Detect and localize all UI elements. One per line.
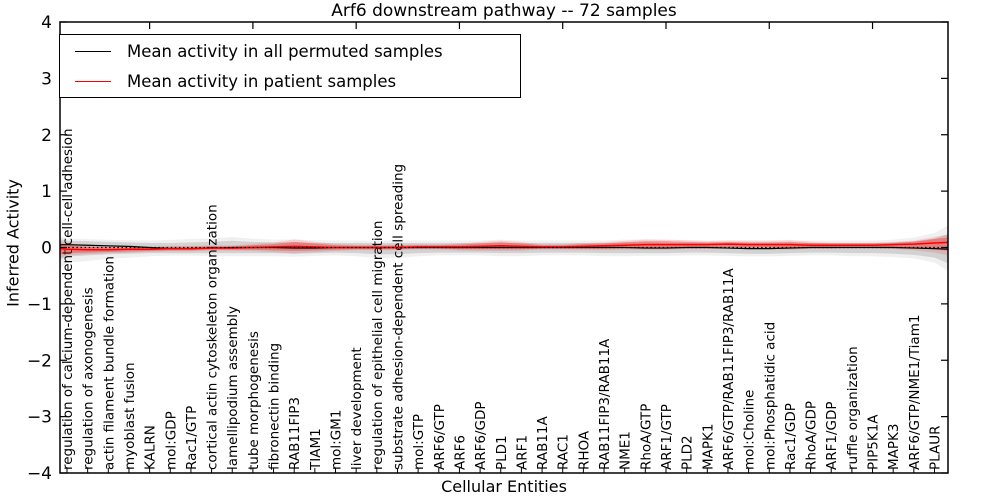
x-tick-label: PLD1 (494, 435, 510, 470)
y-tick-label: 3 (41, 69, 52, 89)
x-tick-label: ARF1/GDP (824, 401, 840, 470)
x-tick-label: mol:GDP (163, 411, 179, 470)
series-line-1 (59, 241, 949, 251)
chart-title: Arf6 downstream pathway -- 72 samples (331, 1, 677, 21)
y-tick-label: −3 (27, 408, 52, 428)
x-tick-label: PLD2 (680, 435, 696, 470)
x-tick-label: myoblast fusion (122, 362, 138, 470)
x-tick-label: KALRN (143, 425, 159, 470)
x-tick-label: RAB11FIP3 (287, 397, 303, 470)
x-tick-label: regulation of calcium-dependent cell-cel… (60, 128, 76, 470)
x-tick-label: ARF1/GTP (659, 404, 675, 470)
y-tick-label: 0 (41, 239, 52, 259)
x-tick-label: ruffle organization (845, 346, 861, 470)
permuted-line-sample (75, 50, 111, 52)
x-tick-label: Rac1/GDP (783, 403, 799, 470)
x-tick-label: RhoA/GTP (638, 404, 654, 470)
x-tick-label: TIAM1 (308, 428, 324, 471)
x-tick-label: actin filament bundle formation (101, 256, 117, 470)
x-tick-label: liver development (349, 347, 365, 470)
patient-line-sample (75, 80, 111, 82)
x-tick-label: MAPK1 (700, 424, 716, 470)
x-tick-label: substrate adhesion-dependent cell spread… (390, 164, 406, 470)
y-tick-label: 1 (41, 182, 52, 202)
x-tick-label: Rac1/GTP (184, 406, 200, 470)
permuted-samples-range-outer (60, 225, 948, 272)
y-tick-label: −2 (27, 351, 52, 371)
x-tick-label: tube morphogenesis (246, 331, 262, 470)
legend-label-permuted: Mean activity in all permuted samples (127, 41, 443, 61)
x-tick-label: ARF6/GTP/RAB11FIP3/RAB11A (721, 268, 737, 470)
x-tick-label: regulation of epithelial cell migration (370, 221, 386, 470)
legend-label-patient: Mean activity in patient samples (127, 71, 397, 91)
x-tick-label: ARF6 (452, 435, 468, 470)
x-tick-label: mol:Phosphatidic acid (762, 322, 778, 470)
x-tick-label: NME1 (618, 431, 634, 470)
x-tick-label: ARF6/GTP (432, 404, 448, 470)
x-tick-label: mol:GM1 (329, 410, 345, 470)
x-tick-label: RAC1 (556, 434, 572, 470)
x-tick-label: RAB11A (535, 415, 551, 470)
legend-item-patient: Mean activity in patient samples (60, 67, 520, 95)
x-tick-label: lamellipodium assembly (225, 306, 241, 470)
x-tick-label: PLAUR (928, 426, 944, 470)
y-tick-label: −1 (27, 295, 52, 315)
x-tick-label: regulation of axonogenesis (81, 287, 97, 470)
y-tick-label: 4 (41, 13, 52, 33)
x-tick-label: RHOA (576, 430, 592, 470)
x-tick-label: MAPK3 (886, 424, 902, 470)
x-tick-label: ARF6/GDP (473, 401, 489, 470)
legend-item-permuted: Mean activity in all permuted samples (60, 37, 520, 65)
x-tick-label: ARF6/GTP/NME1/Tiam1 (907, 315, 923, 470)
legend: Mean activity in all permuted samples Me… (59, 34, 521, 98)
x-tick-label: ARF1 (514, 435, 530, 470)
x-tick-label: cortical actin cytoskeleton organization (205, 204, 221, 470)
x-tick-label: mol:Choline (742, 390, 758, 470)
x-axis-label: Cellular Entities (441, 477, 567, 496)
x-tick-label: fibronectin binding (267, 343, 283, 470)
y-tick-label: 2 (41, 126, 52, 146)
permuted-samples-range (60, 233, 948, 264)
x-tick-label: PIP5K1A (866, 414, 882, 470)
y-tick-label: −4 (27, 464, 52, 484)
x-tick-label: RhoA/GDP (804, 401, 820, 470)
x-tick-label: RAB11FIP3/RAB11A (597, 338, 613, 470)
x-tick-label: mol:GTP (411, 414, 427, 470)
